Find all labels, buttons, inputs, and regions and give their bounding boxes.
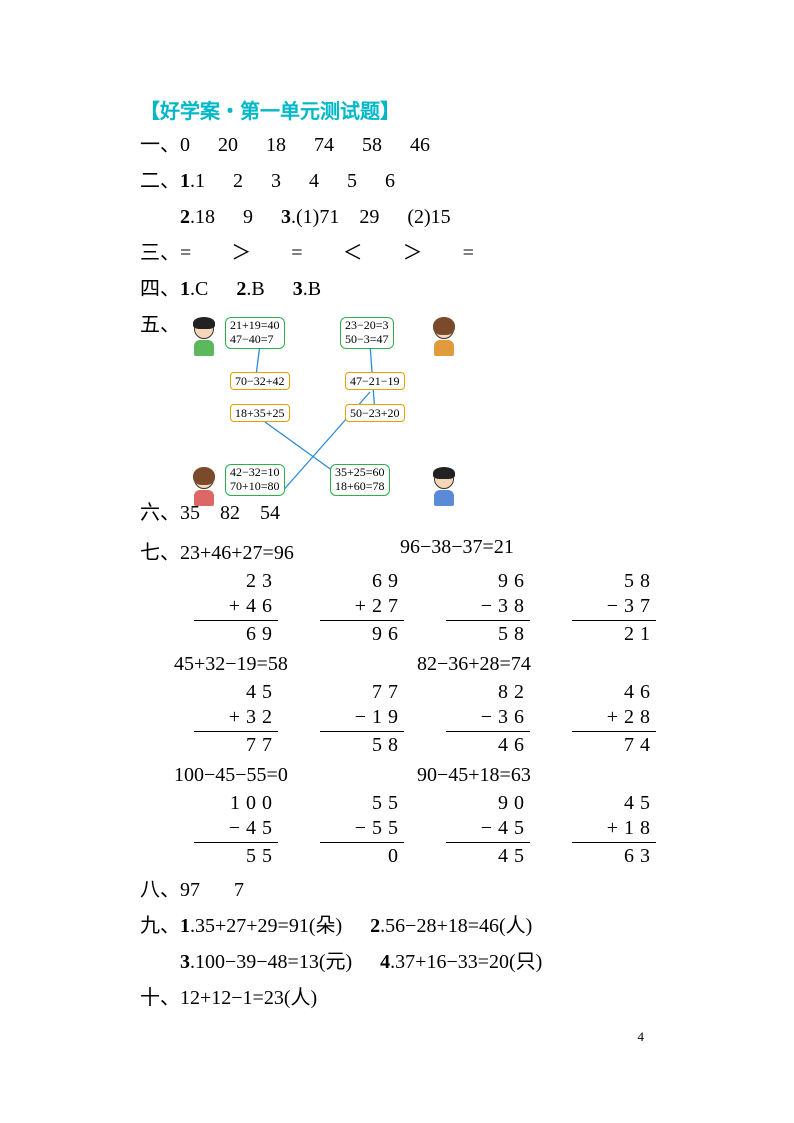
q7-section: 七、23+46+27=96 96−38−37=21 23+466969+2796… [140,536,660,869]
q10-line: 十、12+12−1=23(人) [140,981,660,1015]
colrow-3: 100−4555 55−550 90−4545 45+1863 [194,791,660,869]
person-bl [188,469,220,507]
unit-title: 【好学案・第一单元测试题】 [140,95,660,124]
person-br [428,469,460,507]
box-c: 18+35+25 [230,404,290,422]
person-tl [188,319,220,357]
column-calc: 58−3721 [572,569,656,647]
q2-line1: 二、1.123456 [140,164,660,198]
q2-label: 二、 [140,170,180,192]
q9-line1: 九、1.35+27+29=91(朵)2.56−28+18=46(人) [140,909,660,943]
q9-line2: 3.100−39−48=13(元)4.37+16−33=20(只) [140,945,660,979]
column-calc: 45+3277 [194,680,278,758]
page-content: 【好学案・第一单元测试题】 一、02018745846 二、1.123456 2… [140,95,660,1017]
bubble-tr: 23−20=350−3=47 [340,317,394,349]
q5-diagram: 21+19=4047−40=7 23−20=350−3=47 70−32+42 … [170,314,660,514]
column-calc: 96−3858 [446,569,530,647]
bubble-tl: 21+19=4047−40=7 [225,317,285,349]
column-calc: 46+2874 [572,680,656,758]
column-calc: 82−3646 [446,680,530,758]
box-b: 47−21−19 [345,372,405,390]
colrow-2: 45+3277 77−1958 82−3646 46+2874 [194,680,660,758]
q1-line: 一、02018745846 [140,128,660,162]
page-number: 4 [638,1029,645,1045]
person-tr [428,319,460,357]
box-d: 50−23+20 [345,404,405,422]
q8-line: 八、977 [140,873,660,907]
q4-line: 四、1.C2.B3.B [140,272,660,306]
bubble-bl: 42−32=1070+10=80 [225,464,285,496]
column-calc: 90−4545 [446,791,530,869]
column-calc: 23+4669 [194,569,278,647]
q3-line: 三、=＞=＜＞= [140,236,660,270]
column-calc: 69+2796 [320,569,404,647]
q1-label: 一、 [140,134,180,156]
column-calc: 55−550 [320,791,404,869]
box-a: 70−32+42 [230,372,290,390]
column-calc: 77−1958 [320,680,404,758]
colrow-1: 23+4669 69+2796 96−3858 58−3721 [194,569,660,647]
column-calc: 100−4555 [194,791,278,869]
q2-line2: 2.1893.(1)71 29(2)15 [140,200,660,234]
bubble-br: 35+25=6018+60=78 [330,464,390,496]
column-calc: 45+1863 [572,791,656,869]
